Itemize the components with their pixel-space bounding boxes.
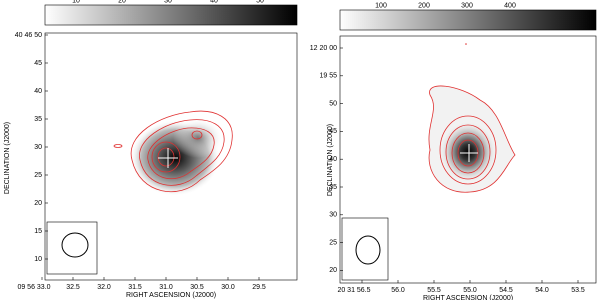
panel-left (44, 4, 298, 281)
x-tick-label: 20 31 56.5 (337, 287, 370, 294)
x-tick-label: 29.5 (252, 284, 266, 291)
colorbar (44, 4, 298, 26)
colorbar-tick-label: 20 (118, 0, 126, 4)
x-tick-label: 54.5 (499, 287, 513, 294)
y-tick-label: 12 20 00 (310, 45, 337, 52)
y-tick-label: 40 (34, 88, 42, 95)
x-tick-label: 30.5 (190, 284, 204, 291)
x-tick-label: 31.0 (159, 284, 173, 291)
x-tick-label: 55.5 (427, 287, 441, 294)
y-tick-label: 15 (34, 228, 42, 235)
x-tick-label: 30.0 (221, 284, 235, 291)
y-tick-label: 25 (34, 172, 42, 179)
x-tick-label: 31.5 (128, 284, 142, 291)
position-cross (158, 148, 178, 168)
x-tick-label: 54.0 (535, 287, 549, 294)
y-tick-label: 20 (34, 200, 42, 207)
emission (438, 120, 498, 184)
colorbar-tick-label: 10 (72, 0, 80, 4)
colorbar (339, 9, 597, 31)
beam (355, 235, 381, 265)
beam (61, 232, 89, 258)
x-tick-label: 09 56 33.0 (17, 284, 50, 291)
y-tick-label: 20 (329, 267, 337, 274)
y-tick-label: 35 (329, 184, 337, 191)
colorbar-tick-label: 50 (256, 0, 264, 4)
x-axis-label: RIGHT ASCENSION (J2000) (423, 295, 513, 300)
colorbar-tick-label: 40 (210, 0, 218, 4)
x-tick-label: 53.5 (571, 287, 585, 294)
y-tick-label: 30 (34, 144, 42, 151)
y-axis-label: DECLINATION (J2000) (4, 122, 11, 194)
colorbar-tick-label: 100 (375, 2, 387, 9)
colorbar-tick-label: 400 (504, 2, 516, 9)
y-tick-label: 10 (34, 256, 42, 263)
y-tick-label: 19 55 (319, 73, 337, 80)
panel-right (339, 9, 597, 284)
x-tick-label: 32.5 (66, 284, 80, 291)
y-tick-label: 45 (329, 128, 337, 135)
x-tick-label: 32.0 (97, 284, 111, 291)
contours (439, 43, 497, 185)
position-cross (460, 144, 478, 162)
y-tick-label: 45 (34, 60, 42, 67)
x-tick-label: 56.0 (391, 287, 405, 294)
x-axis-label: RIGHT ASCENSION (J2000) (126, 292, 216, 299)
y-tick-label: 25 (329, 239, 337, 246)
beam-box (341, 217, 389, 281)
beam-box (46, 221, 98, 275)
colorbar-tick-label: 30 (164, 0, 172, 4)
x-tick-label: 55.0 (463, 287, 477, 294)
y-tick-label: 40 (329, 156, 337, 163)
y-tick-label: 50 (329, 100, 337, 107)
colorbar-tick-label: 300 (461, 2, 473, 9)
y-tick-label: 35 (34, 116, 42, 123)
y-tick-label: 40 46 50 (15, 32, 42, 39)
contours (113, 110, 233, 193)
colorbar-tick-label: 200 (418, 2, 430, 9)
y-axis-label: DECLINATION (J2000) (327, 124, 334, 196)
y-tick-label: 30 (329, 212, 337, 219)
